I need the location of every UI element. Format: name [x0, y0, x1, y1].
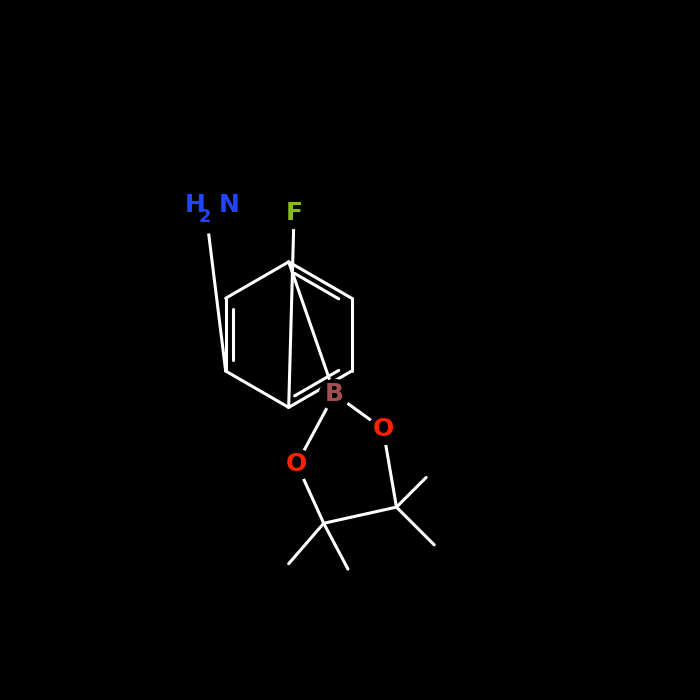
Text: N: N — [218, 193, 239, 217]
Text: O: O — [372, 417, 393, 441]
Text: B: B — [325, 382, 344, 406]
Text: H: H — [184, 193, 205, 217]
Text: O: O — [286, 452, 307, 476]
Text: F: F — [286, 202, 302, 225]
Text: 2: 2 — [199, 208, 211, 226]
